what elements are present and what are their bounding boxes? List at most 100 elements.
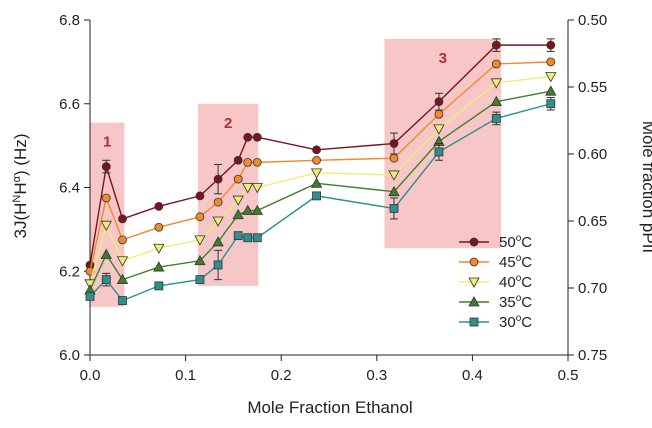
data-point bbox=[433, 124, 445, 135]
series-30 bbox=[85, 96, 556, 305]
y2-tick-label: 0.55 bbox=[578, 79, 607, 96]
x-tick-label: 0.3 bbox=[366, 367, 387, 384]
y-tick-label: 6.0 bbox=[59, 347, 80, 364]
y-label-mid: H bbox=[11, 182, 30, 194]
data-point bbox=[545, 72, 557, 83]
highlight-regions: 1 2 3 bbox=[90, 38, 502, 307]
data-point bbox=[116, 256, 129, 267]
x-tick-label: 0.0 bbox=[80, 367, 101, 384]
legend-label: 50oC bbox=[499, 233, 532, 251]
y-tick-label: 6.2 bbox=[59, 263, 80, 280]
region-label: 1 bbox=[103, 134, 111, 151]
region-label: 3 bbox=[439, 50, 447, 67]
y-label-suffix: ) (Hz) bbox=[11, 134, 30, 176]
series-line bbox=[89, 61, 551, 272]
data-point bbox=[434, 97, 444, 107]
data-point bbox=[100, 220, 112, 232]
x-axis-label: Mole Fraction Ethanol bbox=[247, 398, 412, 417]
axes: 0.0 0.1 0.2 0.3 0.4 0.5 6.0 6.2 6.4 6.6 6.8 0.50 0.5… bbox=[59, 12, 607, 384]
data-point bbox=[312, 155, 321, 165]
y-label-prefix: 3 bbox=[11, 229, 30, 238]
data-point bbox=[243, 132, 253, 142]
legend: 50oC 45oC 40oC 35oC 30oC bbox=[459, 233, 532, 331]
data-point bbox=[194, 254, 206, 266]
data-point bbox=[546, 57, 556, 67]
x-tick-label: 0.4 bbox=[462, 367, 483, 384]
series-50 bbox=[85, 38, 556, 270]
data-point bbox=[232, 208, 244, 220]
data-point bbox=[101, 193, 111, 203]
data-point bbox=[545, 85, 557, 96]
data-point bbox=[232, 195, 244, 206]
legend-marker bbox=[469, 317, 479, 327]
y2-tick-label: 0.75 bbox=[578, 347, 607, 364]
region-label: 2 bbox=[224, 115, 232, 132]
data-point bbox=[491, 40, 501, 50]
y2-tick-label: 0.65 bbox=[578, 213, 607, 230]
y2-tick-label: 0.50 bbox=[578, 12, 607, 29]
data-point bbox=[546, 40, 556, 50]
data-point bbox=[233, 174, 243, 184]
series-40 bbox=[84, 72, 557, 290]
data-point bbox=[194, 235, 206, 246]
data-point bbox=[233, 231, 243, 241]
y-axis-label: 3J(HNHα) (Hz) bbox=[11, 134, 30, 239]
data-point bbox=[118, 214, 127, 224]
data-point bbox=[490, 95, 502, 107]
data-point bbox=[154, 222, 164, 232]
data-point bbox=[490, 78, 502, 89]
y2-tick-label: 0.70 bbox=[578, 280, 607, 297]
data-point bbox=[252, 132, 262, 142]
data-point bbox=[213, 260, 223, 270]
data-point bbox=[389, 204, 399, 213]
data-point bbox=[546, 99, 556, 109]
y2-tick-label: 0.60 bbox=[578, 146, 607, 163]
series-line bbox=[89, 90, 551, 291]
data-point bbox=[116, 273, 129, 285]
data-point bbox=[252, 157, 262, 167]
data-point bbox=[251, 204, 263, 215]
data-point bbox=[310, 168, 323, 179]
series-line bbox=[89, 103, 551, 302]
data-point bbox=[251, 183, 263, 194]
data-point bbox=[434, 147, 444, 157]
data-point bbox=[85, 291, 95, 301]
y-tick-label: 6.8 bbox=[59, 12, 80, 29]
legend-label: 35oC bbox=[499, 293, 532, 311]
series-layer bbox=[84, 38, 557, 305]
data-point bbox=[212, 236, 224, 247]
series-45 bbox=[85, 57, 556, 276]
data-point bbox=[434, 109, 444, 119]
data-point bbox=[312, 191, 321, 201]
data-point bbox=[243, 233, 253, 243]
data-point bbox=[195, 191, 205, 201]
y2-axis-label: Mole fraction pPII bbox=[639, 121, 652, 253]
y-tick-label: 6.6 bbox=[59, 96, 80, 113]
data-point bbox=[243, 157, 253, 167]
data-point bbox=[252, 233, 262, 243]
data-point bbox=[100, 248, 112, 259]
data-point bbox=[101, 275, 111, 285]
legend-marker bbox=[468, 296, 480, 307]
data-point bbox=[388, 170, 400, 181]
data-point bbox=[389, 153, 399, 163]
data-point bbox=[388, 185, 400, 197]
legend-marker bbox=[469, 237, 479, 247]
data-point bbox=[213, 174, 223, 184]
data-point bbox=[491, 59, 501, 69]
data-point bbox=[153, 243, 165, 255]
data-point bbox=[242, 204, 254, 215]
x-tick-label: 0.1 bbox=[175, 367, 196, 384]
x-tick-label: 0.2 bbox=[271, 367, 292, 384]
data-point bbox=[154, 201, 164, 211]
data-point bbox=[153, 261, 165, 272]
data-point bbox=[118, 296, 127, 305]
data-point bbox=[154, 281, 164, 291]
data-point bbox=[233, 155, 243, 165]
data-point bbox=[310, 177, 323, 188]
data-point bbox=[242, 183, 254, 194]
x-tick-label: 0.5 bbox=[558, 367, 579, 384]
data-point bbox=[491, 114, 501, 123]
